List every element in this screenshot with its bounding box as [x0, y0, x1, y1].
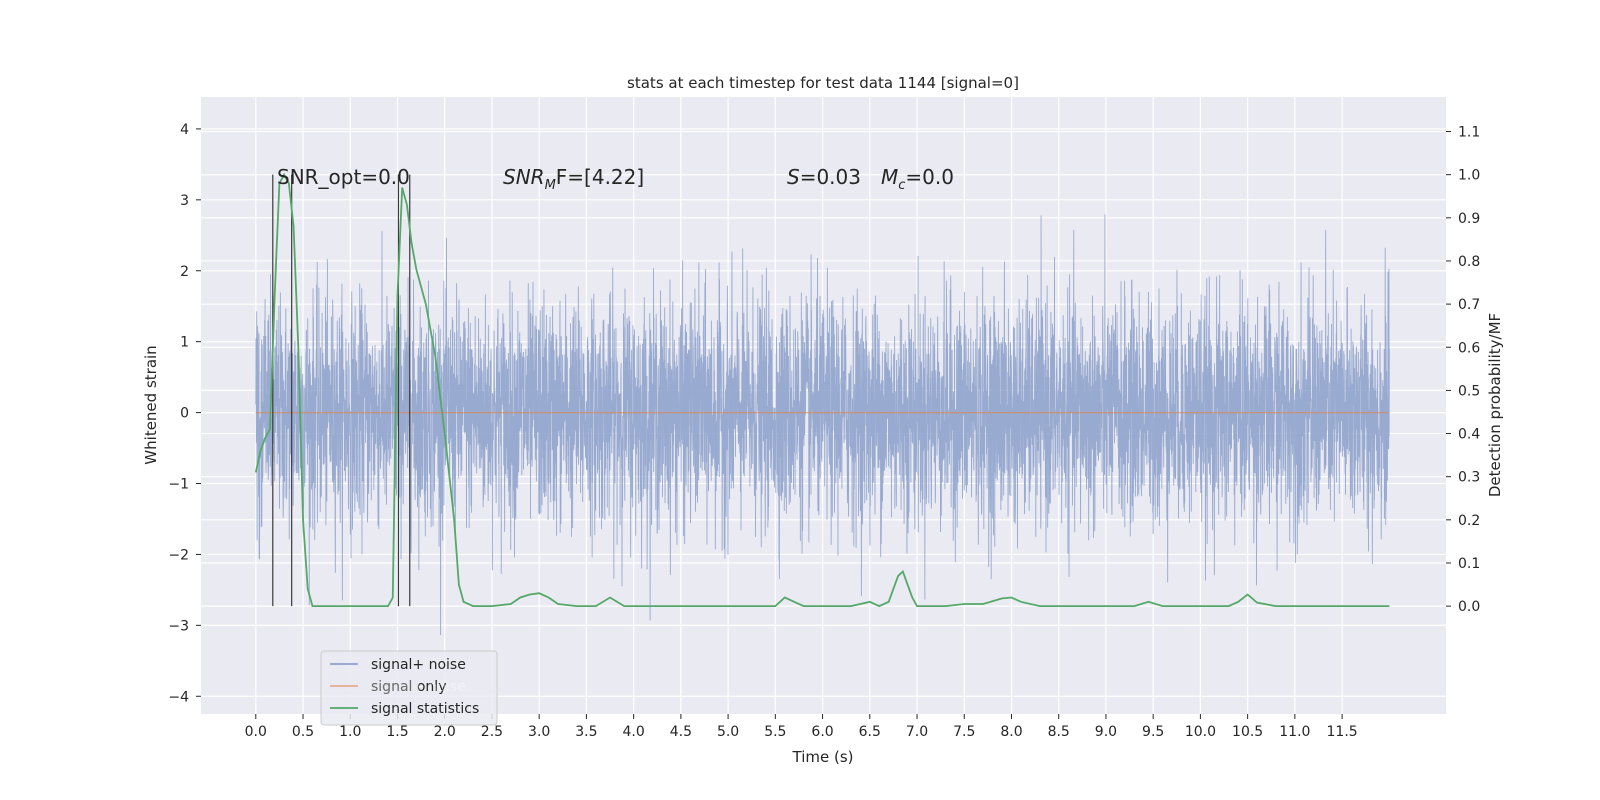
legend: signal+ noise signal only signal+ noise …: [320, 650, 498, 726]
y2-tick-label: 0.5: [1458, 383, 1480, 399]
annotation-mc: Mc=0.0: [881, 165, 954, 193]
s-var: S: [787, 165, 800, 189]
s-value: =0.03: [800, 165, 861, 189]
snr-mf-suffix: F=[4.22]: [556, 165, 644, 189]
snr-mf-prefix: SNR: [503, 165, 545, 189]
series-signal-statistics: [254, 172, 1390, 608]
y2-tick-label: 0.4: [1458, 427, 1480, 443]
y-tick-label: 2: [180, 264, 189, 280]
x-tick-label: 6.0: [811, 724, 833, 740]
x-tick-label: 9.5: [1142, 724, 1164, 740]
legend-label-statistics: signal statistics: [371, 701, 479, 717]
x-tick-label: 1.5: [386, 724, 408, 740]
y-tick-label: 3: [180, 193, 189, 209]
y-tick-label: −3: [168, 618, 189, 634]
y-axis-label: Whitened strain: [142, 345, 160, 464]
y2-tick-label: 0.2: [1458, 513, 1480, 529]
x-tick-label: 6.5: [859, 724, 881, 740]
y2-tick-label: 1.0: [1458, 168, 1480, 184]
y2-tick-label: 1.1: [1458, 125, 1480, 141]
x-tick-label: 11.0: [1279, 724, 1310, 740]
x-tick-label: 0.0: [245, 724, 267, 740]
y2-tick-label: 0.7: [1458, 297, 1480, 313]
y2-tick-label: 0.9: [1458, 211, 1480, 227]
x-tick-label: 8.5: [1048, 724, 1070, 740]
annotation-snr-opt: SNR_opt=0.0: [277, 165, 410, 189]
y-tick-label: −4: [168, 689, 189, 705]
y-tick-label: −1: [168, 477, 189, 493]
y2-tick-label: 0.3: [1458, 470, 1480, 486]
y-tick-label: −2: [168, 547, 189, 563]
legend-hidden-text: signal+ noise: [371, 679, 466, 695]
y2-tick-label: 0.1: [1458, 556, 1480, 572]
x-tick-label: 2.5: [481, 724, 503, 740]
x-tick-label: 11.5: [1327, 724, 1358, 740]
x-tick-label: 3.5: [575, 724, 597, 740]
y-tick-label: 0: [180, 406, 189, 422]
mc-value: =0.0: [905, 165, 954, 189]
x-tick-label: 4.5: [670, 724, 692, 740]
legend-box: [320, 650, 498, 726]
y2-tick-label: 0.8: [1458, 254, 1480, 270]
x-tick-label: 7.0: [906, 724, 928, 740]
y-tick-label: 1: [180, 335, 189, 351]
x-tick-label: 10.5: [1232, 724, 1263, 740]
y2-tick-label: 0.6: [1458, 340, 1480, 356]
x-tick-label: 3.0: [528, 724, 550, 740]
annotation-snr-mf: SNRMF=[4.22]: [503, 165, 644, 193]
x-tick-label: 1.0: [339, 724, 361, 740]
x-tick-label: 2.0: [434, 724, 456, 740]
axis-ticks: 0.0 0.5 1.0 1.5 2.0 2.5 3.0 3.5 4.0 4.5 5.0 5.5 6.0 6…: [168, 122, 1480, 740]
x-tick-label: 9.0: [1095, 724, 1117, 740]
x-tick-label: 8.0: [1000, 724, 1022, 740]
chart-title: stats at each timestep for test data 114…: [627, 74, 1019, 92]
snr-mf-sub: M: [545, 178, 556, 193]
legend-label-signal-only: signal only: [371, 679, 446, 695]
y2-axis-label: Detection probability/MF: [1486, 313, 1504, 497]
x-tick-label: 5.5: [764, 724, 786, 740]
x-tick-label: 7.5: [953, 724, 975, 740]
x-tick-label: 0.5: [292, 724, 314, 740]
legend-label-noise: signal+ noise: [371, 657, 466, 673]
y2-tick-label: 0.0: [1458, 599, 1480, 615]
x-tick-label: 5.0: [717, 724, 739, 740]
annotation-s: S=0.03: [787, 165, 861, 189]
y-tick-label: 4: [180, 122, 189, 138]
statistics-line: [254, 172, 1390, 608]
x-tick-label: 10.0: [1185, 724, 1216, 740]
vertical-markers: [272, 174, 411, 607]
mc-var: M: [881, 165, 898, 189]
x-tick-label: 4.0: [622, 724, 644, 740]
mc-sub: c: [898, 178, 905, 193]
x-axis-label: Time (s): [792, 748, 854, 766]
